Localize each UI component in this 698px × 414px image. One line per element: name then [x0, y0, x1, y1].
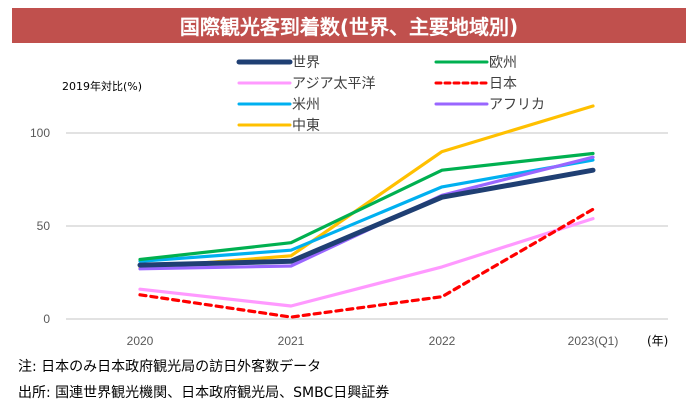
x-tick-label: 2020 — [127, 334, 154, 348]
chart-title-banner: 国際観光客到着数(世界、主要地域別) — [12, 8, 686, 43]
series-line-2 — [138, 217, 595, 308]
series-line-0 — [137, 167, 596, 268]
series-line-4 — [138, 158, 595, 263]
legend-item: 中東 — [237, 118, 320, 134]
legend-item: 米州 — [237, 97, 320, 113]
series-line-1 — [138, 151, 595, 262]
x-tick-label: 2021 — [278, 334, 305, 348]
legend-item: アジア太平洋 — [237, 76, 375, 92]
source-note: 出所: 国連世界観光機関、日本政府観光局、SMBC日興証券 — [18, 385, 390, 401]
legend-label: 米州 — [292, 97, 320, 113]
y-axis-ticks: 0 50 100 — [30, 126, 50, 326]
series-line-3 — [138, 207, 595, 319]
legend-item: 世界 — [236, 55, 320, 71]
x-axis-unit-label: (年) — [647, 334, 668, 348]
x-axis-ticks: 2020 2021 2022 2023(Q1) — [127, 334, 619, 348]
legend-label: 中東 — [292, 118, 320, 134]
legend-item: 日本 — [434, 76, 517, 92]
chart-title: 国際観光客到着数(世界、主要地域別) — [179, 15, 519, 39]
x-tick-label: 2022 — [429, 334, 456, 348]
y-tick-label: 0 — [43, 312, 50, 326]
series-line-6 — [138, 104, 595, 270]
legend-label: アジア太平洋 — [292, 76, 375, 92]
y-tick-label: 100 — [30, 126, 50, 140]
x-tick-label: 2023(Q1) — [568, 334, 619, 348]
footnote: 注: 日本のみ日本政府観光局の訪日外客数データ — [18, 359, 322, 375]
y-axis-label: 2019年対比(%) — [62, 79, 142, 93]
series-lines — [137, 104, 596, 319]
legend-item: 欧州 — [434, 55, 517, 71]
legend-label: 日本 — [489, 76, 517, 92]
legend-label: 欧州 — [489, 55, 517, 71]
legend-label: アフリカ — [489, 97, 545, 113]
legend-label: 世界 — [292, 55, 320, 71]
legend-item: アフリカ — [434, 97, 545, 113]
y-tick-label: 50 — [37, 219, 51, 233]
